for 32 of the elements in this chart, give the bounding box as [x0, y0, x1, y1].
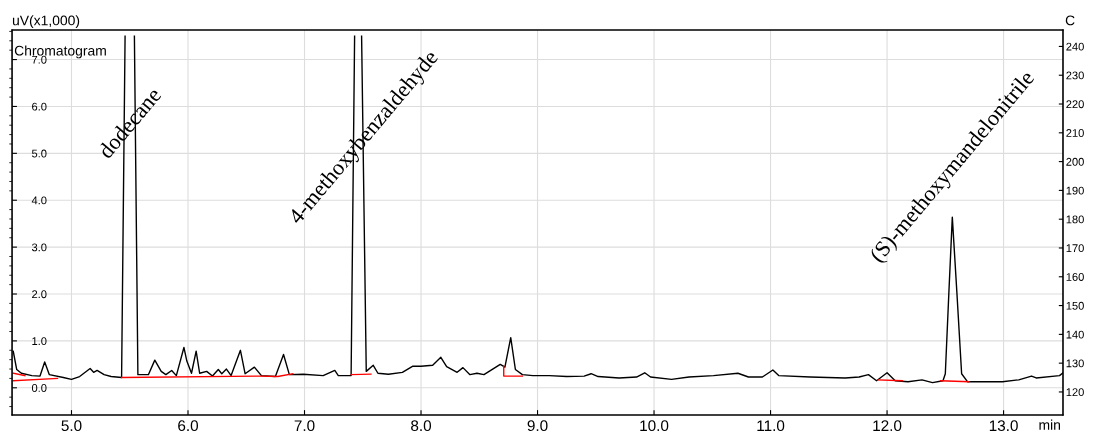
x-tick-label: 8.0: [411, 420, 432, 432]
x-axis-title: min: [1039, 419, 1060, 430]
y2-tick-label: 200: [1066, 157, 1084, 166]
x-tick-label: 12.0: [873, 420, 902, 432]
y-tick-label: 6.0: [32, 102, 47, 111]
y2-tick-label: 150: [1066, 301, 1084, 310]
y-axis-title: uV(x1,000): [12, 15, 80, 29]
y2-tick-label: 240: [1066, 42, 1084, 51]
x-tick-label: 5.0: [61, 420, 82, 432]
y2-axis-title: C: [1065, 15, 1075, 26]
y-tick-label: 1.0: [32, 337, 47, 346]
y-tick-label: 0.0: [31, 384, 47, 392]
y2-tick-label: 160: [1066, 273, 1084, 281]
y-tick-label: 4.0: [31, 196, 47, 205]
y-tick-label: 3.0: [31, 243, 47, 252]
y-tick-label: 5.0: [31, 149, 47, 158]
x-tick-label: 13.0: [989, 420, 1018, 432]
x-tick-label: 6.0: [178, 420, 199, 432]
y2-tick-label: 190: [1066, 186, 1084, 195]
y2-tick-label: 120: [1066, 388, 1084, 397]
y2-tick-label: 220: [1066, 100, 1084, 109]
y-tick-label: 2.0: [32, 290, 47, 299]
y2-tick-label: 170: [1066, 244, 1084, 253]
x-tick-label: 10.0: [640, 420, 669, 432]
y2-tick-label: 210: [1066, 129, 1084, 137]
y2-tick-label: 140: [1066, 330, 1084, 339]
x-tick-label: 11.0: [757, 420, 785, 432]
y2-tick-label: 180: [1066, 215, 1084, 224]
x-tick-label: 9.0: [527, 420, 548, 432]
y2-tick-label: 130: [1066, 359, 1084, 368]
y2-tick-label: 230: [1066, 71, 1084, 80]
x-tick-label: 7.0: [294, 420, 315, 432]
